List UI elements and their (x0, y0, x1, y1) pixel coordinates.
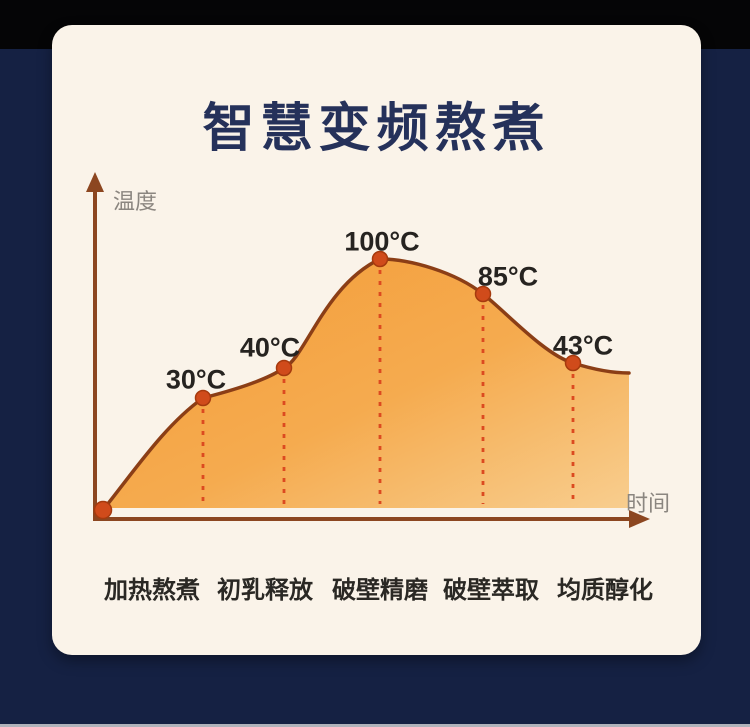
curve-line (101, 257, 631, 512)
data-point-43c (564, 354, 582, 372)
data-point-85c (474, 285, 492, 303)
bottom-divider (0, 724, 750, 727)
curve-area (103, 259, 629, 510)
data-point-origin (93, 500, 113, 520)
data-point-40c (275, 359, 293, 377)
data-point-30c (194, 389, 212, 407)
stage-label-heating: 加热熬煮 (104, 577, 200, 604)
y-axis-label: 温度 (113, 189, 158, 214)
x-axis-arrow-icon (629, 510, 650, 528)
temp-label-43c: 43°C (552, 330, 614, 361)
page-title: 智慧变频熬煮 (202, 100, 551, 158)
stage-label-release: 初乳释放 (217, 577, 313, 604)
temp-label-40c: 40°C (239, 332, 301, 363)
guide-dashed-lines (201, 270, 575, 504)
stage-label-extraction: 破壁萃取 (443, 577, 539, 604)
temp-label-85c: 85°C (477, 261, 539, 292)
y-axis-arrow-icon (86, 172, 104, 192)
stage-label-grinding: 破壁精磨 (332, 577, 428, 604)
x-axis-label: 时间 (626, 491, 671, 516)
data-points (93, 250, 582, 520)
data-point-100c (371, 250, 389, 268)
axes (93, 186, 634, 521)
temp-label-30c: 30°C (165, 364, 227, 395)
temp-label-100c: 100°C (344, 226, 420, 257)
stage-label-homogenize: 均质醇化 (557, 577, 653, 604)
